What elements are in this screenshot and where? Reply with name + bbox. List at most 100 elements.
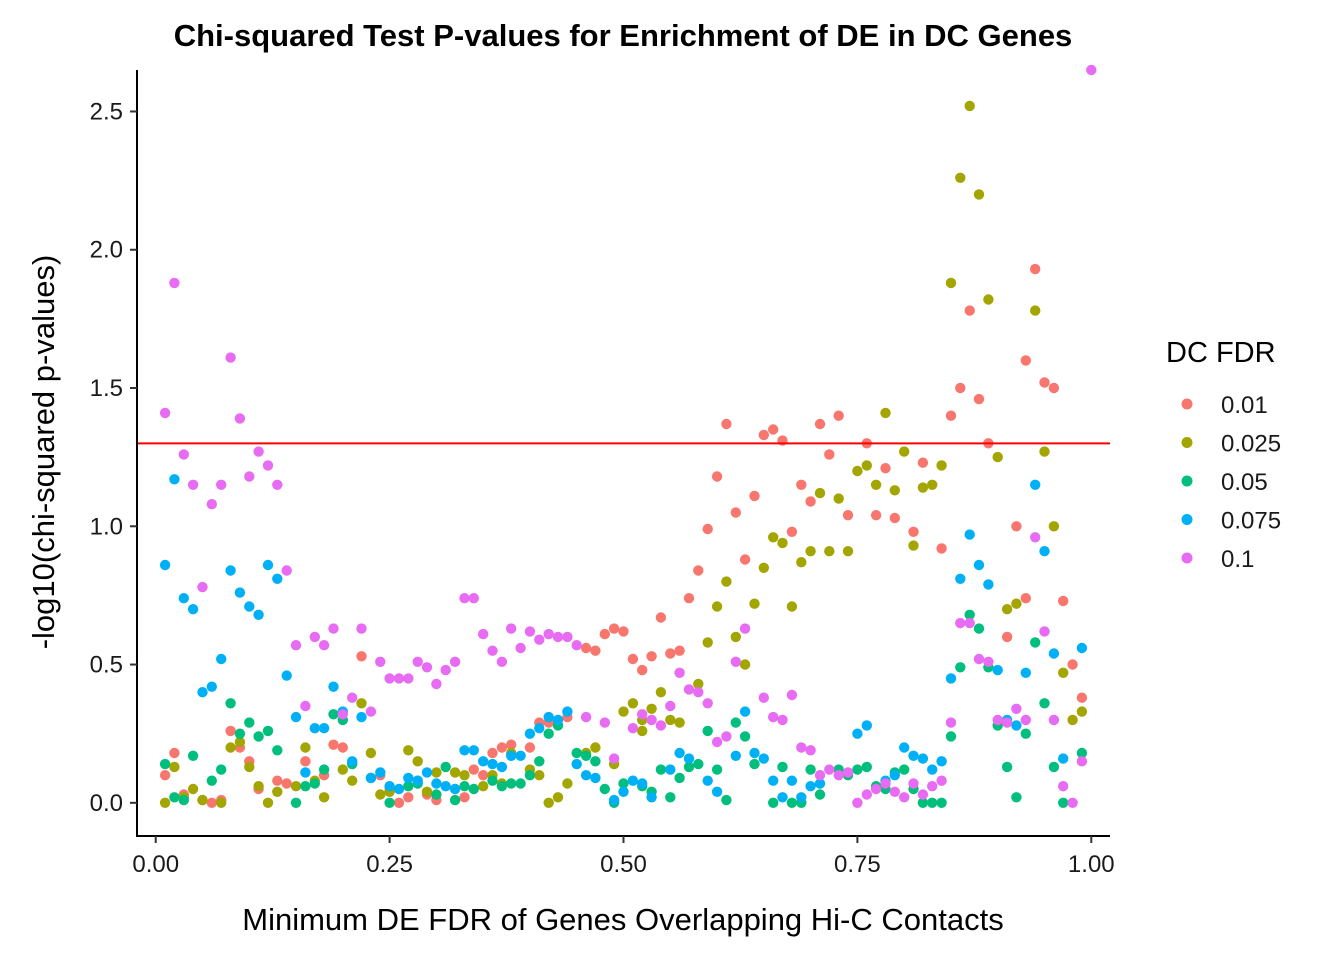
data-point (431, 767, 442, 778)
data-point (449, 794, 461, 806)
data-point (749, 758, 760, 770)
data-point (711, 786, 723, 797)
data-point (571, 747, 582, 759)
data-point (945, 277, 957, 289)
y-tick-label: 1.5 (90, 375, 123, 402)
data-point (234, 728, 246, 739)
data-point (375, 656, 386, 667)
data-point (730, 507, 741, 518)
data-point (169, 277, 180, 289)
data-point (739, 554, 751, 565)
data-point (711, 601, 723, 612)
data-point (945, 731, 957, 742)
legend-items: 0.01 0.025 0.05 0.075 0.1 (1181, 392, 1281, 573)
series-0.1 (159, 64, 1097, 808)
data-point (244, 471, 255, 482)
data-point (1076, 756, 1088, 767)
data-point (1058, 781, 1069, 792)
data-point (674, 645, 685, 656)
data-point (964, 305, 975, 316)
data-point (768, 532, 779, 543)
data-point (936, 460, 947, 471)
data-point (197, 794, 208, 806)
data-point (262, 559, 274, 571)
data-point (459, 792, 470, 803)
data-point (655, 687, 667, 698)
data-point (796, 792, 807, 803)
data-point (870, 783, 882, 795)
data-point (702, 637, 713, 648)
data-point (318, 723, 330, 734)
data-point (365, 747, 377, 759)
data-point (992, 664, 1003, 676)
data-point (861, 720, 872, 731)
data-point (768, 711, 779, 723)
data-point (964, 617, 975, 629)
data-point (421, 662, 433, 673)
data-point (683, 761, 695, 773)
data-point (786, 689, 798, 701)
data-point (459, 770, 470, 781)
data-point (889, 770, 900, 781)
data-point (992, 451, 1003, 463)
data-point (814, 418, 826, 430)
data-point (253, 446, 264, 457)
data-point (262, 725, 274, 737)
data-point (777, 792, 788, 803)
data-point (440, 664, 451, 676)
data-point (365, 772, 377, 784)
data-point (992, 714, 1003, 726)
data-point (964, 100, 975, 112)
legend-key (1181, 514, 1193, 525)
data-point (618, 786, 629, 797)
data-point (852, 728, 863, 739)
data-point (478, 770, 489, 781)
data-point (384, 781, 395, 792)
data-point (562, 631, 573, 643)
data-point (468, 593, 479, 604)
data-point (842, 546, 854, 557)
data-point (627, 698, 639, 709)
data-point (515, 778, 526, 789)
data-point (337, 742, 348, 753)
data-point (169, 761, 180, 773)
data-point (206, 499, 217, 510)
data-point (805, 781, 816, 792)
data-point (814, 789, 826, 800)
data-point (618, 778, 629, 789)
data-point (618, 706, 629, 717)
data-point (356, 711, 367, 723)
data-point (328, 681, 339, 692)
data-point (796, 557, 807, 568)
data-point (300, 781, 311, 792)
data-point (197, 687, 208, 698)
data-point (431, 778, 442, 789)
data-point (1011, 598, 1022, 609)
data-point (1058, 797, 1069, 808)
data-point (290, 781, 302, 792)
data-point (955, 662, 966, 673)
data-point (739, 731, 751, 742)
data-point (880, 463, 891, 474)
data-point (870, 510, 882, 521)
data-point (917, 797, 929, 808)
data-point (693, 758, 704, 770)
data-point (1011, 720, 1022, 731)
data-point (945, 673, 957, 684)
x-tick-label: 0.25 (366, 851, 413, 878)
data-point (1058, 753, 1069, 764)
data-point (309, 631, 320, 643)
data-point (665, 764, 676, 775)
data-point (730, 631, 741, 643)
data-point (674, 747, 685, 759)
data-point (459, 593, 470, 604)
data-point (1039, 446, 1050, 457)
y-tick-label: 0.0 (90, 790, 123, 817)
data-point (983, 579, 994, 590)
data-point (318, 792, 330, 803)
data-point (571, 640, 582, 651)
data-point (244, 717, 255, 728)
data-point (290, 711, 302, 723)
data-point (1067, 714, 1078, 726)
data-point (337, 764, 348, 775)
